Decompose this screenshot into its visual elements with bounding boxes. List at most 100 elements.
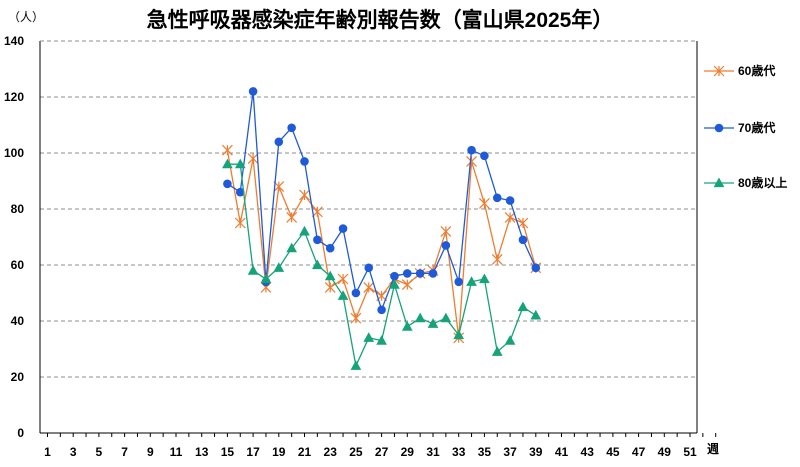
y-tick-label: 140 — [4, 34, 24, 48]
gridlines — [40, 40, 697, 378]
data-point-series-2 — [505, 196, 515, 205]
data-point-series-3 — [363, 332, 375, 342]
y-tick-label: 80 — [11, 202, 25, 216]
x-tick-label: 23 — [324, 445, 338, 459]
x-tick-label: 39 — [529, 445, 543, 459]
data-point-series-1 — [401, 279, 413, 291]
data-point-series-2 — [248, 87, 258, 96]
y-tick-label: 60 — [11, 258, 25, 272]
y-tick-label: 0 — [17, 426, 24, 440]
data-point-series-2 — [390, 271, 399, 281]
legend-marker-1 — [713, 65, 725, 77]
x-tick-label: 33 — [452, 445, 466, 459]
x-tick-label: 9 — [147, 445, 154, 459]
data-point-series-2 — [467, 145, 476, 155]
data-point-series-1 — [504, 211, 516, 223]
data-point-series-3 — [299, 225, 310, 236]
series-layer — [221, 87, 542, 370]
data-point-series-1 — [311, 206, 323, 218]
data-point-series-1 — [299, 189, 310, 201]
data-point-series-3 — [337, 290, 349, 300]
y-axis-unit-label: （人） — [8, 10, 44, 24]
x-tick-label: 43 — [581, 445, 595, 459]
x-tick-label: 41 — [555, 445, 569, 459]
y-tick-label: 20 — [11, 370, 25, 384]
legend-marker-3 — [713, 177, 725, 188]
x-tick-label: 3 — [70, 445, 77, 459]
x-tick-label: 25 — [349, 445, 363, 459]
data-point-series-3 — [312, 259, 323, 270]
data-point-series-1 — [466, 155, 477, 167]
data-point-series-2 — [531, 263, 541, 273]
x-tick-label: 29 — [401, 445, 415, 459]
x-tick-label: 47 — [632, 445, 646, 459]
data-point-series-3 — [222, 158, 233, 169]
y-axis-ticks: 0 20 40 60 80 100 120 140 — [4, 34, 24, 440]
y-tick-label: 40 — [11, 314, 25, 328]
data-point-series-1 — [337, 273, 349, 285]
data-point-series-3 — [247, 265, 259, 275]
legend-label-1: 60歳代 — [738, 63, 775, 78]
data-point-series-1 — [247, 153, 259, 165]
legend: 60歳代 70歳代 80歳以上 — [704, 63, 787, 190]
x-tick-label: 17 — [246, 445, 260, 459]
x-axis-unit-label: 週 — [707, 441, 719, 456]
x-tick-label: 27 — [375, 445, 389, 459]
data-point-series-2 — [338, 224, 348, 233]
data-point-series-1 — [234, 217, 246, 229]
x-axis-ticks: 1 3 5 7 9 11 13 15 17 19 21 23 25 27 29 31 33 35 37 39 41 43 4… — [44, 433, 717, 459]
data-point-series-1 — [286, 211, 298, 223]
data-point-series-2 — [492, 193, 502, 203]
data-point-series-3 — [504, 335, 516, 345]
chart-title: 急性呼吸器感染症年齢別報告数（富山県2025年） — [147, 8, 614, 32]
data-point-series-2 — [428, 269, 438, 278]
x-tick-label: 31 — [426, 445, 440, 459]
data-point-series-2 — [518, 235, 528, 245]
legend-marker-2 — [714, 123, 724, 133]
data-point-series-3 — [530, 309, 542, 320]
y-tick-label: 100 — [4, 146, 24, 160]
x-tick-label: 13 — [195, 445, 209, 459]
data-point-series-2 — [364, 263, 374, 273]
data-point-series-3 — [234, 158, 246, 169]
data-point-series-3 — [401, 321, 413, 331]
data-point-series-3 — [427, 318, 439, 328]
data-point-series-3 — [491, 346, 503, 356]
data-point-series-3 — [286, 242, 297, 253]
x-tick-label: 51 — [683, 445, 697, 459]
data-point-series-3 — [260, 273, 272, 284]
data-point-series-3 — [350, 360, 362, 370]
data-point-series-3 — [273, 262, 285, 272]
data-point-series-2 — [377, 305, 386, 315]
data-point-series-3 — [440, 312, 452, 323]
data-point-series-1 — [350, 312, 362, 324]
data-point-series-1 — [440, 225, 452, 237]
x-tick-label: 15 — [221, 445, 235, 459]
x-tick-label: 37 — [503, 445, 517, 459]
data-point-series-2 — [325, 243, 335, 253]
data-point-series-2 — [287, 123, 296, 133]
data-point-series-1 — [491, 253, 503, 265]
data-point-series-2 — [441, 241, 451, 250]
data-point-series-2 — [223, 179, 232, 189]
x-tick-label: 11 — [170, 445, 183, 459]
x-tick-label: 21 — [298, 445, 312, 459]
x-tick-label: 1 — [44, 445, 51, 459]
data-point-series-2 — [351, 288, 361, 298]
data-point-series-3 — [376, 335, 387, 345]
data-point-series-2 — [274, 137, 284, 147]
legend-label-3: 80歳以上 — [738, 175, 787, 190]
data-point-series-1 — [324, 281, 336, 293]
data-point-series-2 — [480, 151, 489, 161]
x-tick-label: 45 — [606, 445, 620, 459]
data-point-series-1 — [517, 217, 529, 229]
data-point-series-2 — [403, 269, 412, 278]
data-point-series-3 — [324, 270, 336, 281]
x-tick-label: 19 — [272, 445, 286, 459]
data-point-series-2 — [415, 269, 425, 278]
x-tick-label: 49 — [658, 445, 672, 459]
y-tick-label: 120 — [4, 90, 24, 104]
x-tick-label: 7 — [121, 445, 128, 459]
